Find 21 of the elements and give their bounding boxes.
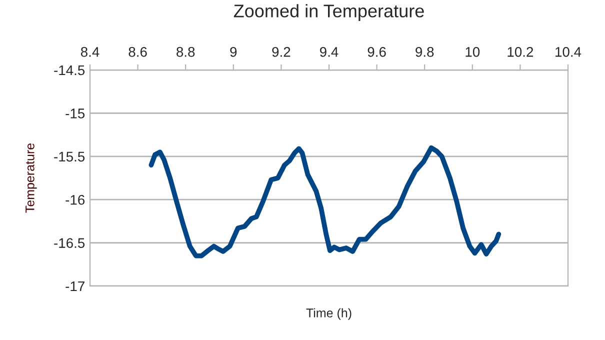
- y-axis-title: Temperature: [26, 143, 37, 213]
- chart-title: Zoomed in Temperature: [234, 4, 424, 21]
- x-tick-label: 8.4: [80, 47, 100, 57]
- x-tick-label: 10: [466, 47, 480, 57]
- x-tick-label: 8.6: [128, 47, 147, 57]
- y-tick-label: -17: [66, 281, 84, 292]
- x-tick-label: 9.4: [320, 47, 338, 57]
- y-tick-label: -15: [66, 108, 85, 118]
- x-tick-label: 8.8: [176, 47, 195, 57]
- x-tick-label: 10.2: [508, 47, 534, 57]
- y-tick-label: -16.5: [54, 238, 85, 248]
- x-tick-label: 9.8: [416, 47, 434, 57]
- x-tick-label: 9.6: [368, 47, 386, 57]
- y-tick-label: -15.5: [54, 152, 85, 162]
- x-tick-label: 10.4: [556, 47, 582, 57]
- x-axis-title: Time (h): [306, 308, 352, 320]
- y-tick-label: -14.5: [54, 65, 85, 76]
- y-tick-label: -16: [66, 194, 85, 205]
- x-tick-label: 9: [230, 47, 237, 57]
- line-series: [148, 145, 502, 258]
- x-tick-label: 9.2: [272, 47, 290, 57]
